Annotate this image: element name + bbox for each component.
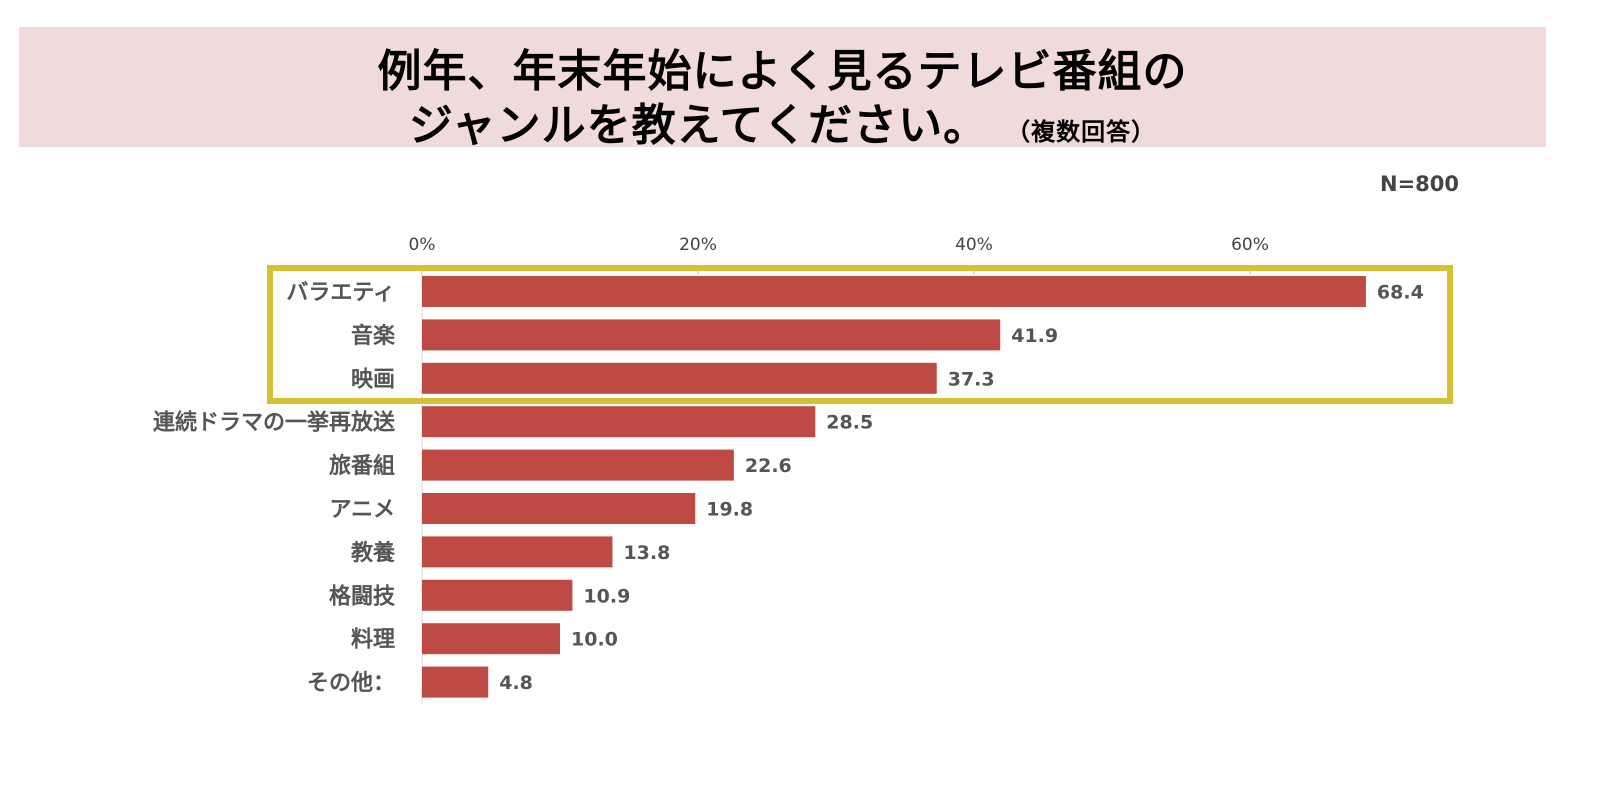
value-label: 68.4 — [1377, 282, 1424, 304]
category-label: その他： — [307, 671, 395, 696]
x-tick-label: 0% — [409, 235, 436, 255]
category-label: 旅番組 — [329, 453, 395, 479]
x-tick-label: 20% — [679, 235, 717, 255]
bar-2 — [422, 319, 1001, 351]
value-label: 10.9 — [583, 585, 630, 607]
chart-title-line-2: ジャンルを教えてください。 （複数回答） — [19, 89, 1546, 153]
bar-6 — [422, 493, 696, 524]
bar-8 — [422, 579, 573, 611]
value-label: 10.0 — [571, 629, 618, 651]
x-tick-label: 40% — [955, 235, 993, 255]
category-label: 格闘技 — [329, 583, 396, 609]
value-label: 41.9 — [1011, 325, 1058, 347]
category-label: 映画 — [351, 367, 395, 392]
bar-1 — [422, 276, 1366, 307]
bar-7 — [422, 536, 613, 568]
value-label: 19.8 — [706, 499, 753, 521]
category-label: 教養 — [351, 540, 395, 566]
value-label: 37.3 — [948, 368, 995, 390]
value-label: 22.6 — [745, 455, 792, 477]
bar-3 — [422, 362, 937, 394]
category-label: バラエティ — [286, 281, 395, 306]
category-label: 連続ドラマの一挙再放送 — [153, 410, 395, 436]
title-banner: 例年、年末年始によく見るテレビ番組の ジャンルを教えてください。 （複数回答） — [19, 27, 1546, 151]
bar-10 — [422, 666, 489, 698]
highlight-box — [267, 265, 1453, 404]
category-label: 音楽 — [351, 323, 396, 349]
bar-5 — [422, 449, 734, 481]
bar-4 — [422, 406, 816, 438]
category-label: アニメ — [329, 498, 395, 523]
chart-title-line-1: 例年、年末年始によく見るテレビ番組の — [377, 46, 1188, 97]
chart-title-line-2-text: ジャンルを教えてください。 — [408, 100, 989, 151]
multiple-answer-note: （複数回答） — [1018, 118, 1157, 146]
value-label: 13.8 — [623, 542, 670, 564]
sample-size-label: N=800 — [1380, 172, 1460, 196]
x-tick-label: 60% — [1231, 235, 1269, 255]
value-label: 28.5 — [826, 412, 873, 434]
value-label: 4.8 — [499, 672, 533, 694]
bar-9 — [422, 623, 560, 655]
category-label: 料理 — [351, 628, 395, 653]
